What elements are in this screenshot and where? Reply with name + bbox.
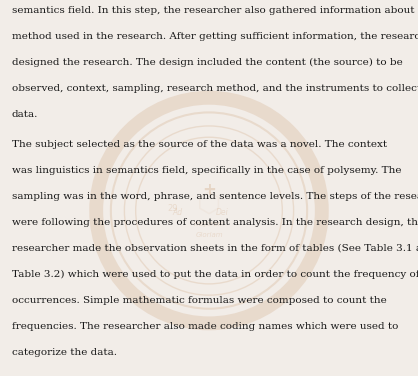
Text: observed, context, sampling, research method, and the instruments to collect the: observed, context, sampling, research me… <box>12 84 418 93</box>
Text: semantics field. In this step, the researcher also gathered information about th: semantics field. In this step, the resea… <box>12 6 418 15</box>
Text: sampling was in the word, phrase, and sentence levels. The steps of the research: sampling was in the word, phrase, and se… <box>12 192 418 201</box>
Text: Table 3.2) which were used to put the data in order to count the frequency of: Table 3.2) which were used to put the da… <box>12 270 418 279</box>
Text: 29: 29 <box>168 204 178 213</box>
Text: Dei: Dei <box>216 208 229 217</box>
Text: categorize the data.: categorize the data. <box>12 348 117 357</box>
Text: were following the procedures of content analysis. In the research design, the: were following the procedures of content… <box>12 218 418 227</box>
Text: The subject selected as the source of the data was a novel. The context: The subject selected as the source of th… <box>12 140 387 149</box>
Text: majorem: majorem <box>193 221 225 227</box>
Text: Ad: Ad <box>172 208 183 217</box>
Text: ⬡: ⬡ <box>197 191 221 219</box>
Text: was linguistics in semantics field, specifically in the case of polysemy. The: was linguistics in semantics field, spec… <box>12 166 402 175</box>
Text: Gloriam: Gloriam <box>195 232 223 238</box>
Text: frequencies. The researcher also made coding names which were used to: frequencies. The researcher also made co… <box>12 322 398 331</box>
Text: data.: data. <box>12 110 38 119</box>
Text: researcher made the observation sheets in the form of tables (See Table 3.1 and: researcher made the observation sheets i… <box>12 244 418 253</box>
Text: +: + <box>202 181 216 199</box>
Text: method used in the research. After getting sufficient information, the researche: method used in the research. After getti… <box>12 32 418 41</box>
Text: designed the research. The design included the content (the source) to be: designed the research. The design includ… <box>12 58 403 67</box>
Text: occurrences. Simple mathematic formulas were composed to count the: occurrences. Simple mathematic formulas … <box>12 296 387 305</box>
